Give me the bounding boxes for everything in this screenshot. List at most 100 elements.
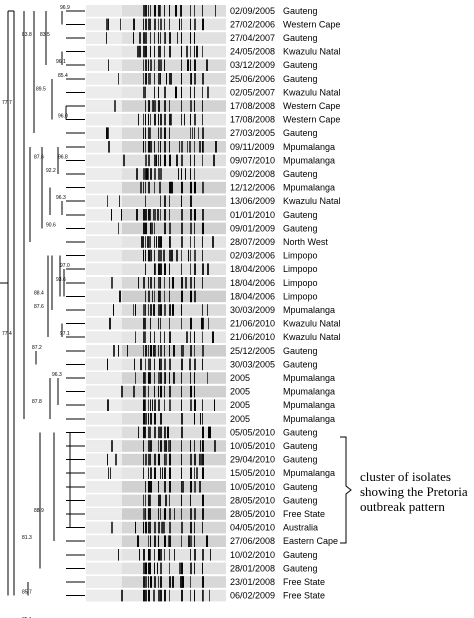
gel-band	[190, 222, 192, 235]
gel-band	[148, 277, 149, 289]
isolate-province: Free State	[283, 509, 325, 519]
gel-band	[111, 209, 112, 221]
gel-band	[158, 535, 159, 547]
gel-lane-fade	[86, 113, 122, 126]
gel-band	[148, 345, 149, 357]
gel-band	[150, 209, 151, 221]
gel-band	[160, 494, 161, 507]
gel-lane	[86, 549, 226, 561]
gel-band	[114, 100, 116, 112]
gel-band	[202, 127, 204, 139]
gel-band	[154, 413, 156, 425]
gel-band	[145, 521, 147, 534]
gel-lane	[86, 127, 226, 139]
gel-lane-background	[86, 549, 226, 561]
gel-band	[150, 413, 152, 425]
gel-band	[213, 154, 215, 167]
gel-band	[164, 290, 165, 303]
isolate-date: 09/11/2009	[230, 142, 274, 152]
gel-band	[169, 358, 171, 371]
gel-band	[194, 372, 195, 384]
node-similarity-label: 85.1	[22, 617, 32, 618]
isolate-date: 02/03/2006	[230, 251, 275, 261]
gel-lane-background	[86, 141, 226, 153]
isolate-province: Mpumalanga	[283, 155, 335, 165]
gel-band	[206, 59, 208, 71]
gel-band	[194, 113, 196, 126]
isolate-province: Limpopo	[283, 251, 318, 261]
gel-band	[154, 549, 155, 561]
node-similarity-label: 87.6	[34, 154, 44, 160]
gel-band	[202, 181, 204, 194]
gel-band	[150, 549, 151, 561]
gel-band	[194, 453, 196, 466]
gel-band	[194, 521, 195, 534]
gel-band	[170, 73, 172, 85]
gel-band	[207, 372, 208, 384]
gel-band	[194, 508, 196, 520]
isolate-date: 27/03/2005	[230, 128, 275, 138]
gel-band	[145, 345, 147, 357]
gel-band	[194, 100, 195, 112]
gel-band	[190, 236, 191, 248]
gel-band	[168, 535, 169, 547]
gel-band	[136, 209, 138, 221]
gel-band	[160, 127, 162, 139]
isolate-date: 28/07/2009	[230, 237, 275, 247]
gel-band	[179, 18, 180, 31]
gel-lane-fade	[86, 141, 122, 153]
gel-band	[194, 59, 196, 71]
gel-band	[181, 73, 182, 85]
gel-band	[169, 249, 171, 262]
gel-band	[148, 154, 150, 167]
gel-band	[148, 535, 149, 547]
gel-band	[181, 453, 182, 466]
gel-band	[202, 508, 204, 520]
gel-lane-fade	[86, 127, 122, 139]
gel-band	[145, 141, 146, 153]
gel-band	[154, 5, 156, 17]
gel-band	[164, 18, 165, 31]
gel-band	[152, 399, 153, 411]
gel-lane	[86, 18, 226, 31]
gel-band	[160, 589, 162, 602]
gel-band	[158, 236, 160, 248]
isolate-province: Limpopo	[283, 278, 318, 288]
gel-band	[202, 154, 203, 167]
gel-band	[185, 168, 186, 180]
gel-band	[145, 73, 147, 85]
gel-band	[158, 399, 160, 411]
gel-band	[150, 345, 152, 357]
gel-band	[169, 535, 171, 547]
gel-band	[143, 413, 145, 425]
gel-band	[160, 168, 162, 180]
gel-band	[164, 508, 166, 520]
gel-lane	[86, 59, 226, 71]
gel-band	[153, 589, 155, 602]
gel-lane-background	[86, 372, 226, 384]
gel-band	[194, 345, 195, 357]
gel-lane-fade	[86, 290, 122, 303]
gel-band	[164, 521, 165, 534]
gel-band	[194, 385, 195, 398]
gel-band	[169, 113, 171, 126]
gel-band	[118, 73, 119, 85]
isolate-date: 23/01/2008	[230, 577, 275, 587]
gel-band	[190, 45, 191, 58]
node-similarity-label: 77.4	[2, 331, 12, 337]
gel-lane	[86, 494, 226, 507]
gel-band	[169, 372, 170, 384]
gel-band	[143, 236, 144, 248]
gel-band	[150, 59, 152, 71]
gel-band	[143, 521, 144, 534]
gel-band	[209, 589, 210, 602]
isolate-date: 18/04/2006	[230, 278, 275, 288]
gel-band	[106, 127, 108, 139]
gel-band	[148, 508, 149, 520]
gel-band	[172, 277, 174, 289]
gel-lane-fade	[86, 317, 122, 330]
gel-band	[154, 141, 155, 153]
gel-band	[154, 86, 155, 99]
gel-lane-fade	[86, 209, 122, 221]
gel-band	[190, 32, 191, 44]
